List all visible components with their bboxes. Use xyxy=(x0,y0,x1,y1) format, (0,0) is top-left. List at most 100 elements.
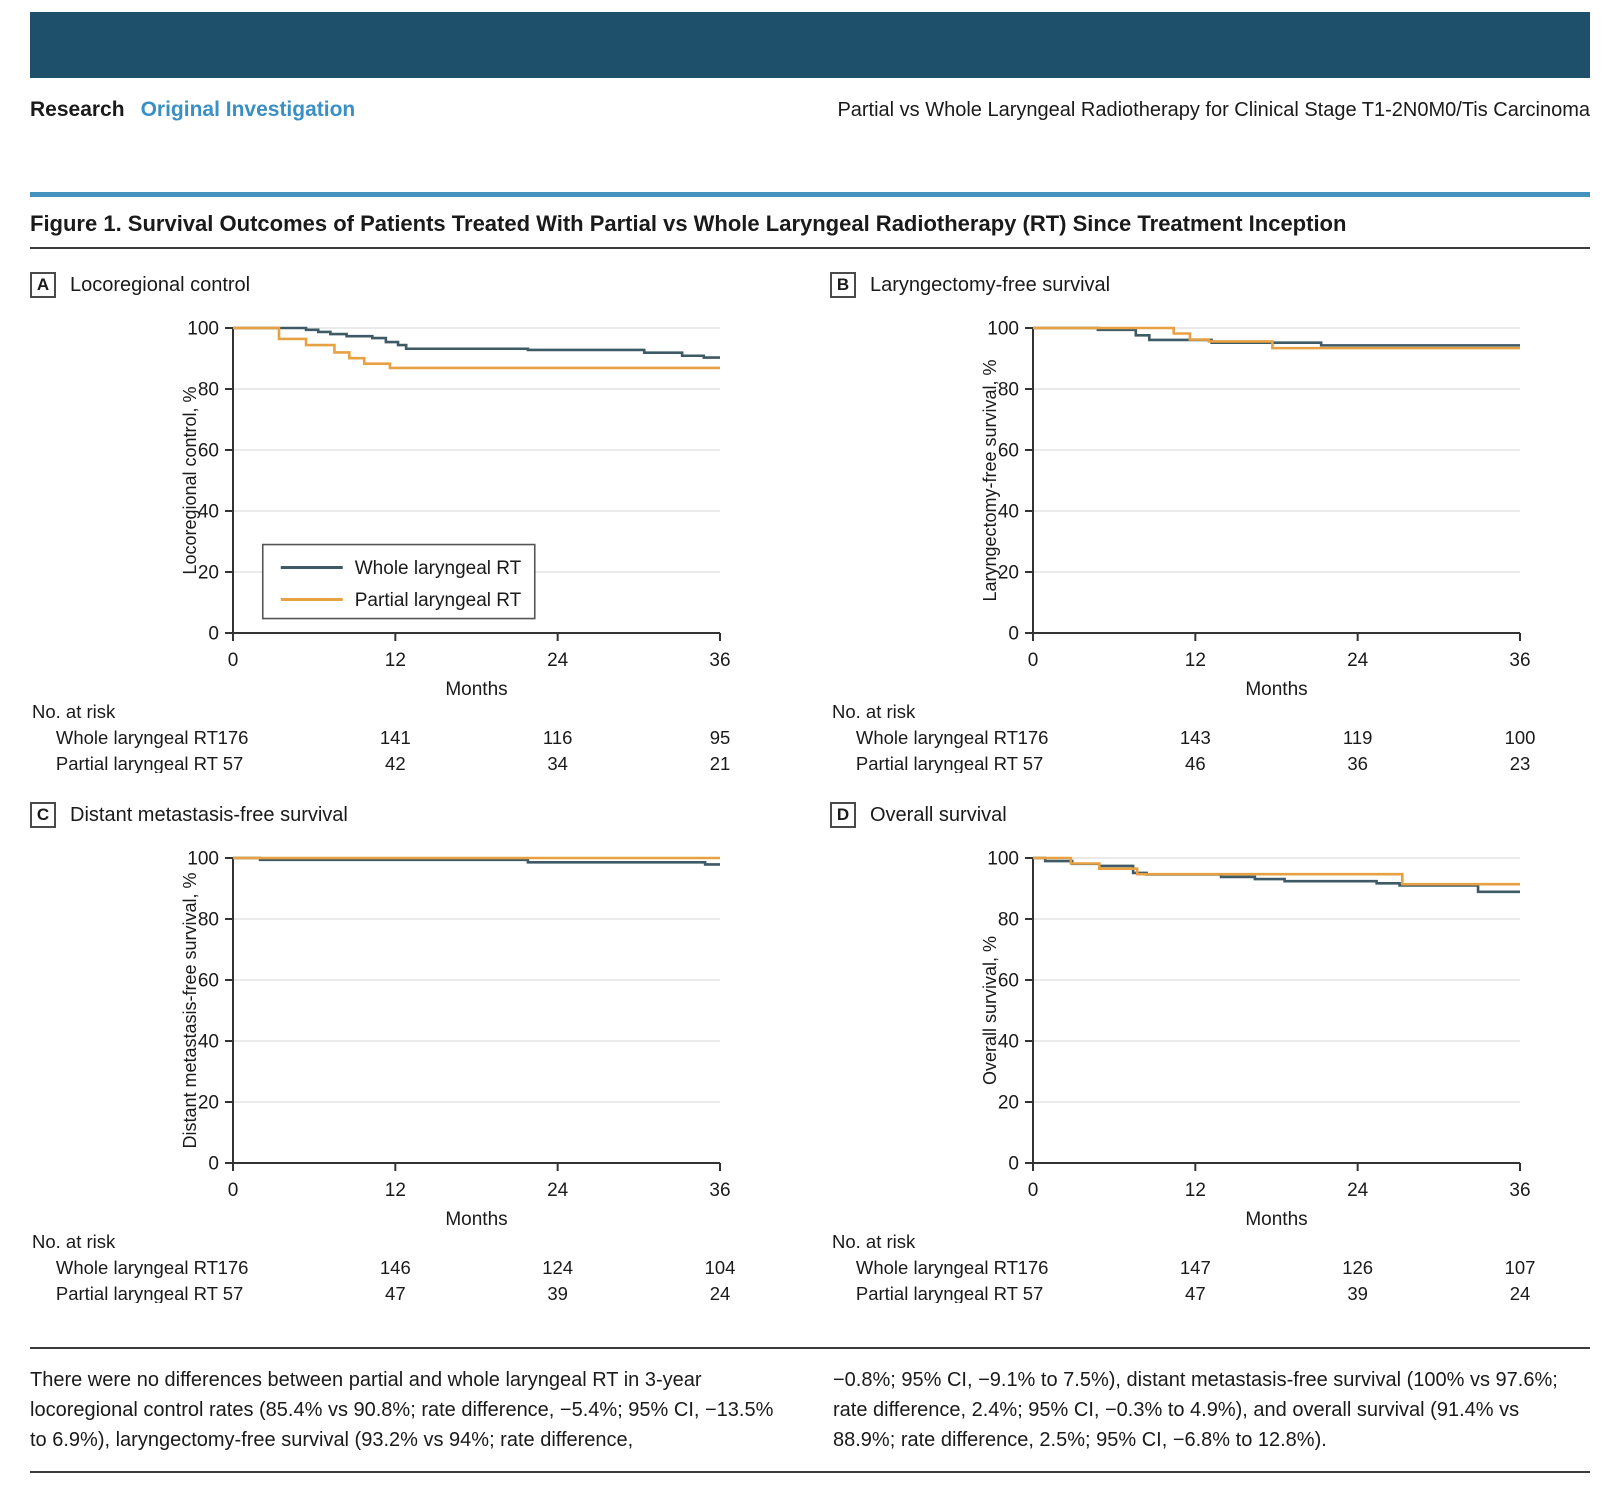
y-tick-label-40: 40 xyxy=(998,502,1019,523)
x-axis-label: Months xyxy=(1245,679,1307,700)
y-axis-label: Locoregional control, % xyxy=(180,386,200,574)
panel-d-head: D Overall survival xyxy=(830,799,1590,831)
figure-top-rule xyxy=(30,192,1590,197)
x-tick-label-12: 12 xyxy=(1185,1180,1206,1201)
y-axis-label: Laryngectomy-free survival, % xyxy=(980,359,1000,601)
x-tick-label-36: 36 xyxy=(709,650,730,671)
at-risk-row-label-1: Partial laryngeal RT xyxy=(856,753,1018,773)
panel-a-chart: 0 20 40 60 80 100 0 12 24 36 Locoregional control,… xyxy=(32,319,731,774)
at-risk-value-0-1: 143 xyxy=(1180,727,1211,748)
at-risk-value-0-3: 104 xyxy=(705,1257,736,1278)
at-risk-value-1-1: 47 xyxy=(1185,1283,1206,1303)
at-risk-value-1-0: 57 xyxy=(1023,1283,1044,1303)
panel-d-letter: D xyxy=(830,802,856,828)
y-tick-label-0: 0 xyxy=(1008,624,1019,645)
x-tick-label-12: 12 xyxy=(385,650,406,671)
panel-b-chart: 0 20 40 60 80 100 0 12 24 36 Laryngectomy-free sur… xyxy=(832,319,1535,774)
km-curve-whole-laryngeal-rt xyxy=(1033,326,1520,347)
caption-right-column: −0.8%; 95% CI, −9.1% to 7.5%), distant m… xyxy=(833,1369,1558,1451)
x-tick-label-24: 24 xyxy=(547,650,569,671)
at-risk-heading: No. at risk xyxy=(32,1231,116,1252)
panel-b: B Laryngectomy-free survival 0 20 40 60 80 10… xyxy=(830,269,1590,773)
panel-c-chart: 0 20 40 60 80 100 0 12 24 36 Distant metastasis-fr… xyxy=(32,849,736,1304)
x-tick-label-36: 36 xyxy=(1509,650,1530,671)
panel-c-head: C Distant metastasis-free survival xyxy=(30,799,790,831)
at-risk-value-0-2: 119 xyxy=(1343,727,1373,748)
y-tick-label-80: 80 xyxy=(198,910,219,931)
y-axis-label: Overall survival, % xyxy=(980,936,1000,1085)
at-risk-value-0-0: 176 xyxy=(1018,727,1049,748)
at-risk-heading: No. at risk xyxy=(832,701,916,722)
y-tick-label-0: 0 xyxy=(1008,1154,1019,1175)
at-risk-value-1-0: 57 xyxy=(223,753,244,773)
at-risk-value-0-0: 176 xyxy=(1018,1257,1049,1278)
at-risk-heading: No. at risk xyxy=(32,701,116,722)
panels-grid: A Locoregional control 0 20 40 60 80 100 0 12 24… xyxy=(30,269,1590,1303)
y-tick-label-80: 80 xyxy=(998,910,1019,931)
y-tick-label-20: 20 xyxy=(998,563,1019,584)
at-risk-row-label-1: Partial laryngeal RT xyxy=(56,1283,218,1303)
y-tick-label-60: 60 xyxy=(998,441,1019,462)
y-tick-label-80: 80 xyxy=(198,380,219,401)
running-title: Partial vs Whole Laryngeal Radiotherapy … xyxy=(837,99,1590,121)
x-tick-label-0: 0 xyxy=(228,1180,239,1201)
at-risk-value-1-0: 57 xyxy=(223,1283,244,1303)
x-axis-label: Months xyxy=(445,1209,507,1230)
legend-label-0: Whole laryngeal RT xyxy=(355,558,522,579)
y-tick-label-0: 0 xyxy=(208,624,219,645)
x-tick-label-0: 0 xyxy=(228,650,239,671)
x-tick-label-12: 12 xyxy=(385,1180,406,1201)
at-risk-row-label-1: Partial laryngeal RT xyxy=(56,753,218,773)
at-risk-value-0-0: 176 xyxy=(218,727,249,748)
panel-a-title: Locoregional control xyxy=(70,273,251,296)
y-tick-label-60: 60 xyxy=(998,971,1019,992)
caption-left-column: There were no differences between partia… xyxy=(30,1369,774,1451)
at-risk-value-0-3: 107 xyxy=(1505,1257,1536,1278)
caption-top-rule xyxy=(30,1347,1590,1349)
y-tick-label-20: 20 xyxy=(198,563,219,584)
panel-b-head: B Laryngectomy-free survival xyxy=(830,269,1590,301)
x-tick-label-24: 24 xyxy=(1347,1180,1369,1201)
y-tick-label-60: 60 xyxy=(198,441,219,462)
panel-d: D Overall survival 0 20 40 60 80 100 0 12 24 36 Ov… xyxy=(830,799,1590,1303)
at-risk-row-label-0: Whole laryngeal RT xyxy=(56,1257,218,1278)
at-risk-row-label-0: Whole laryngeal RT xyxy=(56,727,218,748)
at-risk-value-1-1: 42 xyxy=(385,753,406,773)
figure-title: Figure 1. Survival Outcomes of Patients … xyxy=(30,211,1347,236)
at-risk-value-0-2: 116 xyxy=(543,727,573,748)
km-curve-partial-laryngeal-rt xyxy=(1033,856,1520,886)
at-risk-row-label-0: Whole laryngeal RT xyxy=(856,1257,1018,1278)
y-tick-label-0: 0 xyxy=(208,1154,219,1175)
legend-box xyxy=(261,543,536,620)
km-curve-partial-laryngeal-rt xyxy=(1033,326,1520,350)
at-risk-value-1-3: 21 xyxy=(710,753,731,773)
figure-title-rule xyxy=(30,247,1590,249)
at-risk-value-1-1: 46 xyxy=(1185,753,1206,773)
at-risk-value-0-0: 176 xyxy=(218,1257,249,1278)
at-risk-heading: No. at risk xyxy=(832,1231,916,1252)
y-tick-label-20: 20 xyxy=(198,1093,219,1114)
y-tick-label-80: 80 xyxy=(998,380,1019,401)
y-tick-label-100: 100 xyxy=(987,849,1019,870)
x-tick-label-36: 36 xyxy=(1509,1180,1530,1201)
panel-d-chart: 0 20 40 60 80 100 0 12 24 36 Overall survival, % Mo… xyxy=(832,849,1536,1304)
at-risk-value-1-2: 39 xyxy=(547,1283,568,1303)
panel-a-letter: A xyxy=(30,272,56,298)
x-tick-label-0: 0 xyxy=(1028,650,1039,671)
at-risk-value-0-1: 146 xyxy=(380,1257,411,1278)
at-risk-value-0-3: 95 xyxy=(710,727,731,748)
km-curve-partial-laryngeal-rt xyxy=(233,326,720,370)
panel-b-title: Laryngectomy-free survival xyxy=(870,273,1111,296)
y-tick-label-60: 60 xyxy=(198,971,219,992)
at-risk-value-0-2: 126 xyxy=(1342,1257,1373,1278)
y-tick-label-100: 100 xyxy=(187,319,219,340)
y-tick-label-100: 100 xyxy=(987,319,1019,340)
panel-d-title: Overall survival xyxy=(870,803,1007,826)
at-risk-value-1-0: 57 xyxy=(1023,753,1044,773)
y-tick-label-40: 40 xyxy=(198,1032,219,1053)
x-tick-label-24: 24 xyxy=(547,1180,569,1201)
legend-label-1: Partial laryngeal RT xyxy=(355,590,522,611)
masthead-left: Research Original Investigation xyxy=(30,98,355,122)
figure-caption: There were no differences between partia… xyxy=(30,1365,1590,1455)
x-axis-label: Months xyxy=(445,679,507,700)
